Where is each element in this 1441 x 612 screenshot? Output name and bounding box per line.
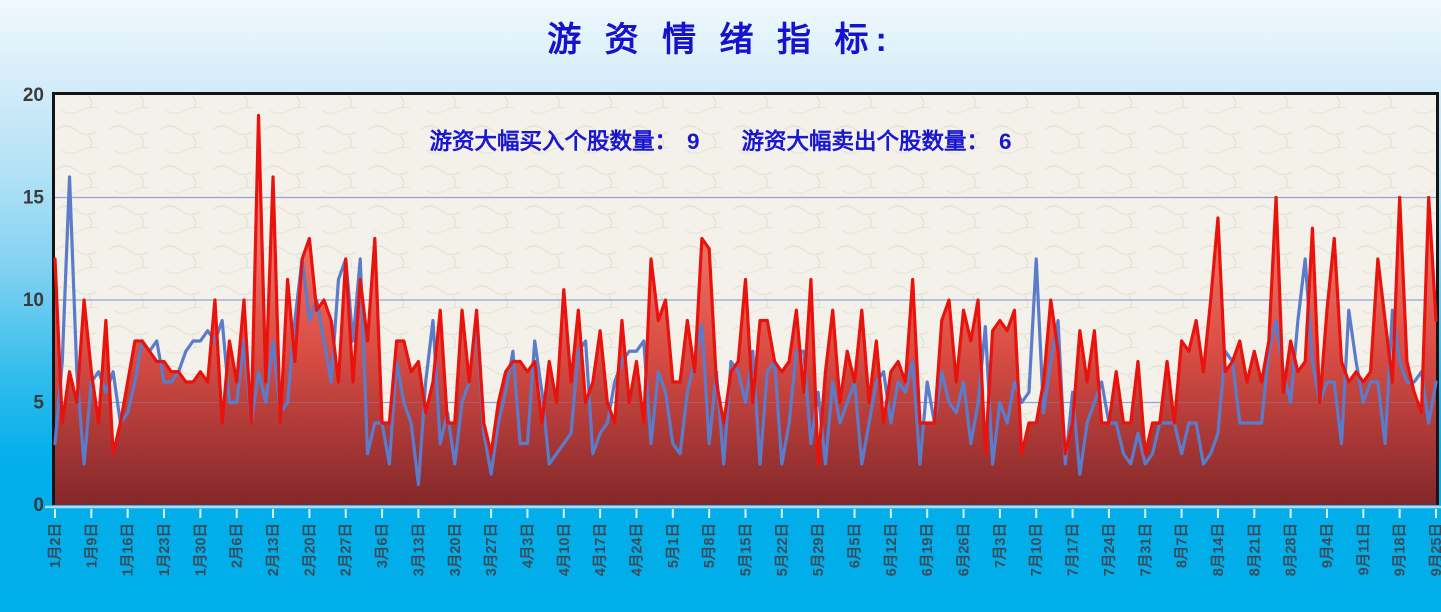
x-axis-label: 7月3日 (992, 523, 1009, 568)
x-axis-label: 9月18日 (1392, 523, 1409, 576)
chart-title: 游 资 情 绪 指 标: (547, 21, 894, 59)
y-axis-label: 5 (33, 393, 44, 414)
x-axis-label: 4月24日 (628, 523, 645, 576)
x-axis-label: 1月16日 (120, 523, 137, 576)
sell-series-line (53, 175, 1438, 487)
x-axis-label: 1月23日 (156, 523, 173, 576)
sentiment-annotation: 游资大幅买入个股数量： 9 游资大幅卖出个股数量： 6 (0, 124, 1441, 156)
x-axis-label: 3月13日 (410, 523, 427, 576)
x-axis-label: 4月17日 (592, 523, 609, 576)
y-axis-label: 20 (23, 85, 44, 106)
y-axis-label: 0 (33, 495, 44, 516)
x-axis-label: 5月15日 (738, 523, 755, 576)
x-axis-label: 7月31日 (1137, 523, 1154, 576)
buy-series-area (55, 115, 1436, 505)
x-axis-label: 9月4日 (1319, 523, 1336, 568)
x-axis-label: 1月30日 (192, 523, 209, 576)
x-axis-label: 7月24日 (1101, 523, 1118, 576)
buy-count-label: 游资大幅买入个股数量： (429, 129, 677, 154)
buy-count-value: 9 (686, 129, 700, 154)
x-axis-label: 4月3日 (519, 523, 536, 568)
x-axis-label: 7月17日 (1065, 523, 1082, 576)
x-axis-label: 1月9日 (83, 523, 100, 568)
x-axis-label: 2月6日 (229, 523, 246, 568)
y-axis-label: 10 (23, 290, 44, 311)
x-axis-label: 6月19日 (919, 523, 936, 576)
x-axis-label: 3月6日 (374, 523, 391, 568)
x-axis-label: 3月20日 (447, 523, 464, 576)
x-axis-label: 8月28日 (1283, 523, 1300, 576)
x-axis-label: 6月12日 (883, 523, 900, 576)
y-axis-label: 15 (23, 188, 45, 209)
x-axis-label: 5月22日 (774, 523, 791, 576)
x-axis-label: 5月29日 (810, 523, 827, 576)
x-axis-label: 2月13日 (265, 523, 282, 576)
x-axis-label: 2月27日 (338, 523, 355, 576)
x-axis-label: 1月2日 (47, 523, 64, 568)
x-axis-label: 4月10日 (556, 523, 573, 576)
x-axis-label: 6月26日 (956, 523, 973, 576)
x-axis-label: 8月21日 (1246, 523, 1263, 576)
buy-series-line (53, 113, 1438, 466)
x-axis-label: 6月5日 (847, 523, 864, 568)
x-axis-label: 7月10日 (1028, 523, 1045, 576)
x-axis-label: 5月8日 (701, 523, 718, 568)
x-axis-label: 9月11日 (1355, 523, 1372, 575)
x-axis-label: 3月27日 (483, 523, 500, 576)
x-axis-label: 9月25日 (1428, 523, 1441, 576)
sell-count-value: 6 (999, 129, 1012, 154)
plot-border (52, 92, 1439, 505)
x-axis-label: 5月1日 (665, 523, 682, 568)
sell-count-label: 游资大幅卖出个股数量： (741, 129, 990, 154)
x-axis-label: 8月7日 (1174, 523, 1191, 568)
x-axis-label: 2月20日 (301, 523, 318, 576)
x-axis-label: 8月14日 (1210, 523, 1227, 576)
